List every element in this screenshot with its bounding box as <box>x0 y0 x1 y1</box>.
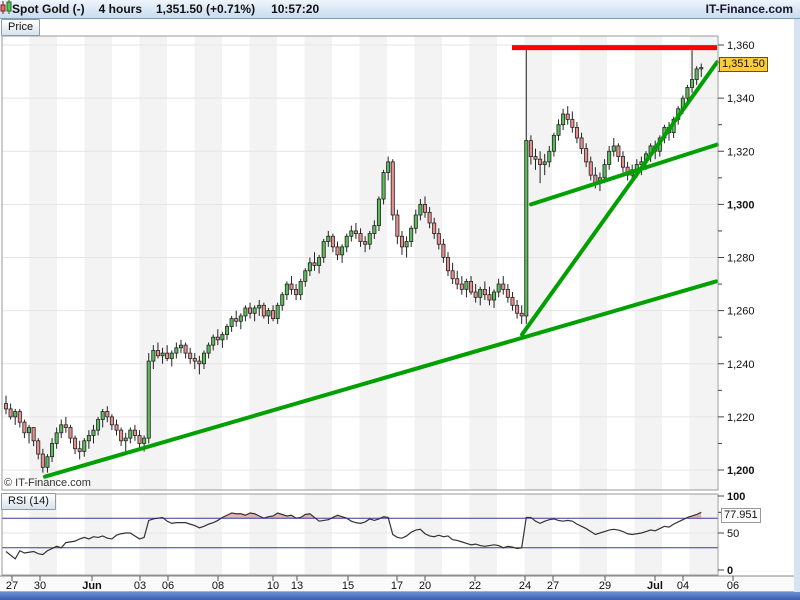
plot-background <box>2 36 718 575</box>
rsi-axis-label: 50 <box>727 528 739 540</box>
price-axis-label: 1,300 <box>727 199 755 211</box>
time-axis-label: 27 <box>6 580 18 592</box>
rsi-line <box>5 511 702 560</box>
price-axis-label: 1,200 <box>727 465 755 477</box>
last-quote: 1,351.50 (+0.71%) <box>156 2 256 16</box>
time-axis-label: 27 <box>547 580 559 592</box>
time-axis-label: 30 <box>34 580 46 592</box>
time-axis-label: 24 <box>519 580 531 592</box>
time-axis-label: 22 <box>469 580 481 592</box>
price-axis-label: 1,280 <box>727 253 755 265</box>
price-axis-label: 1,220 <box>727 412 755 424</box>
rsi-axis-label: 100 <box>727 491 745 503</box>
rsi-value-tag: 77.951 <box>721 508 761 523</box>
trendline <box>520 60 719 337</box>
price-axis-label: 1,340 <box>727 93 755 105</box>
title-bar: Spot Gold (-) 4 hours 1,351.50 (+0.71%) … <box>0 0 800 19</box>
annotation-lines[interactable] <box>43 45 719 479</box>
rsi-axis-label: 0 <box>727 565 733 577</box>
trendline <box>43 279 718 479</box>
price-axis-label: 1,320 <box>727 146 755 158</box>
time-axis-label: 03 <box>134 580 146 592</box>
window-right-edge <box>794 0 800 600</box>
time-axis-label: 29 <box>599 580 611 592</box>
price-axis: 1,200 1,220 1,240 1,260 1,280 1,300 1,320 1,340… <box>718 40 755 577</box>
timeframe-label: 4 hours <box>98 2 142 16</box>
time-axis-label: 08 <box>212 580 224 592</box>
price-axis-label: 1,360 <box>727 40 755 52</box>
tab-rsi[interactable]: RSI (14) <box>1 493 56 510</box>
time-axis-label: Jul <box>647 580 663 592</box>
tab-price[interactable]: Price <box>1 19 41 36</box>
time-axis: 27 30 Jun 03 06 08 10 13 15 17 20 22 24 27 29 Jul 04 06 <box>0 575 800 593</box>
time-axis-label: Jun <box>82 580 102 592</box>
window-bottom-bar[interactable] <box>0 592 800 600</box>
copyright-watermark: © IT-Finance.com <box>4 477 91 489</box>
price-axis-label: 1,260 <box>727 306 755 318</box>
rsi-panel <box>2 511 718 560</box>
time-axis-label: 15 <box>342 580 354 592</box>
brand-logo-text: IT-Finance.com <box>705 2 793 16</box>
time-axis-label: 04 <box>677 580 689 592</box>
last-price-tag: 1,351.50 <box>719 57 768 72</box>
time-axis-label: 10 <box>267 580 279 592</box>
time-axis-label: 06 <box>727 580 739 592</box>
trendline <box>529 142 719 207</box>
time-axis-label: 20 <box>419 580 431 592</box>
quote-time: 10:57:20 <box>271 2 320 16</box>
time-axis-label: 13 <box>291 580 303 592</box>
time-axis-label: 17 <box>391 580 403 592</box>
panel-borders <box>1 35 719 576</box>
instrument-name: Spot Gold (-) <box>12 2 85 16</box>
candlestick-series <box>4 47 704 473</box>
price-axis-label: 1,240 <box>727 359 755 371</box>
time-axis-label: 06 <box>162 580 174 592</box>
